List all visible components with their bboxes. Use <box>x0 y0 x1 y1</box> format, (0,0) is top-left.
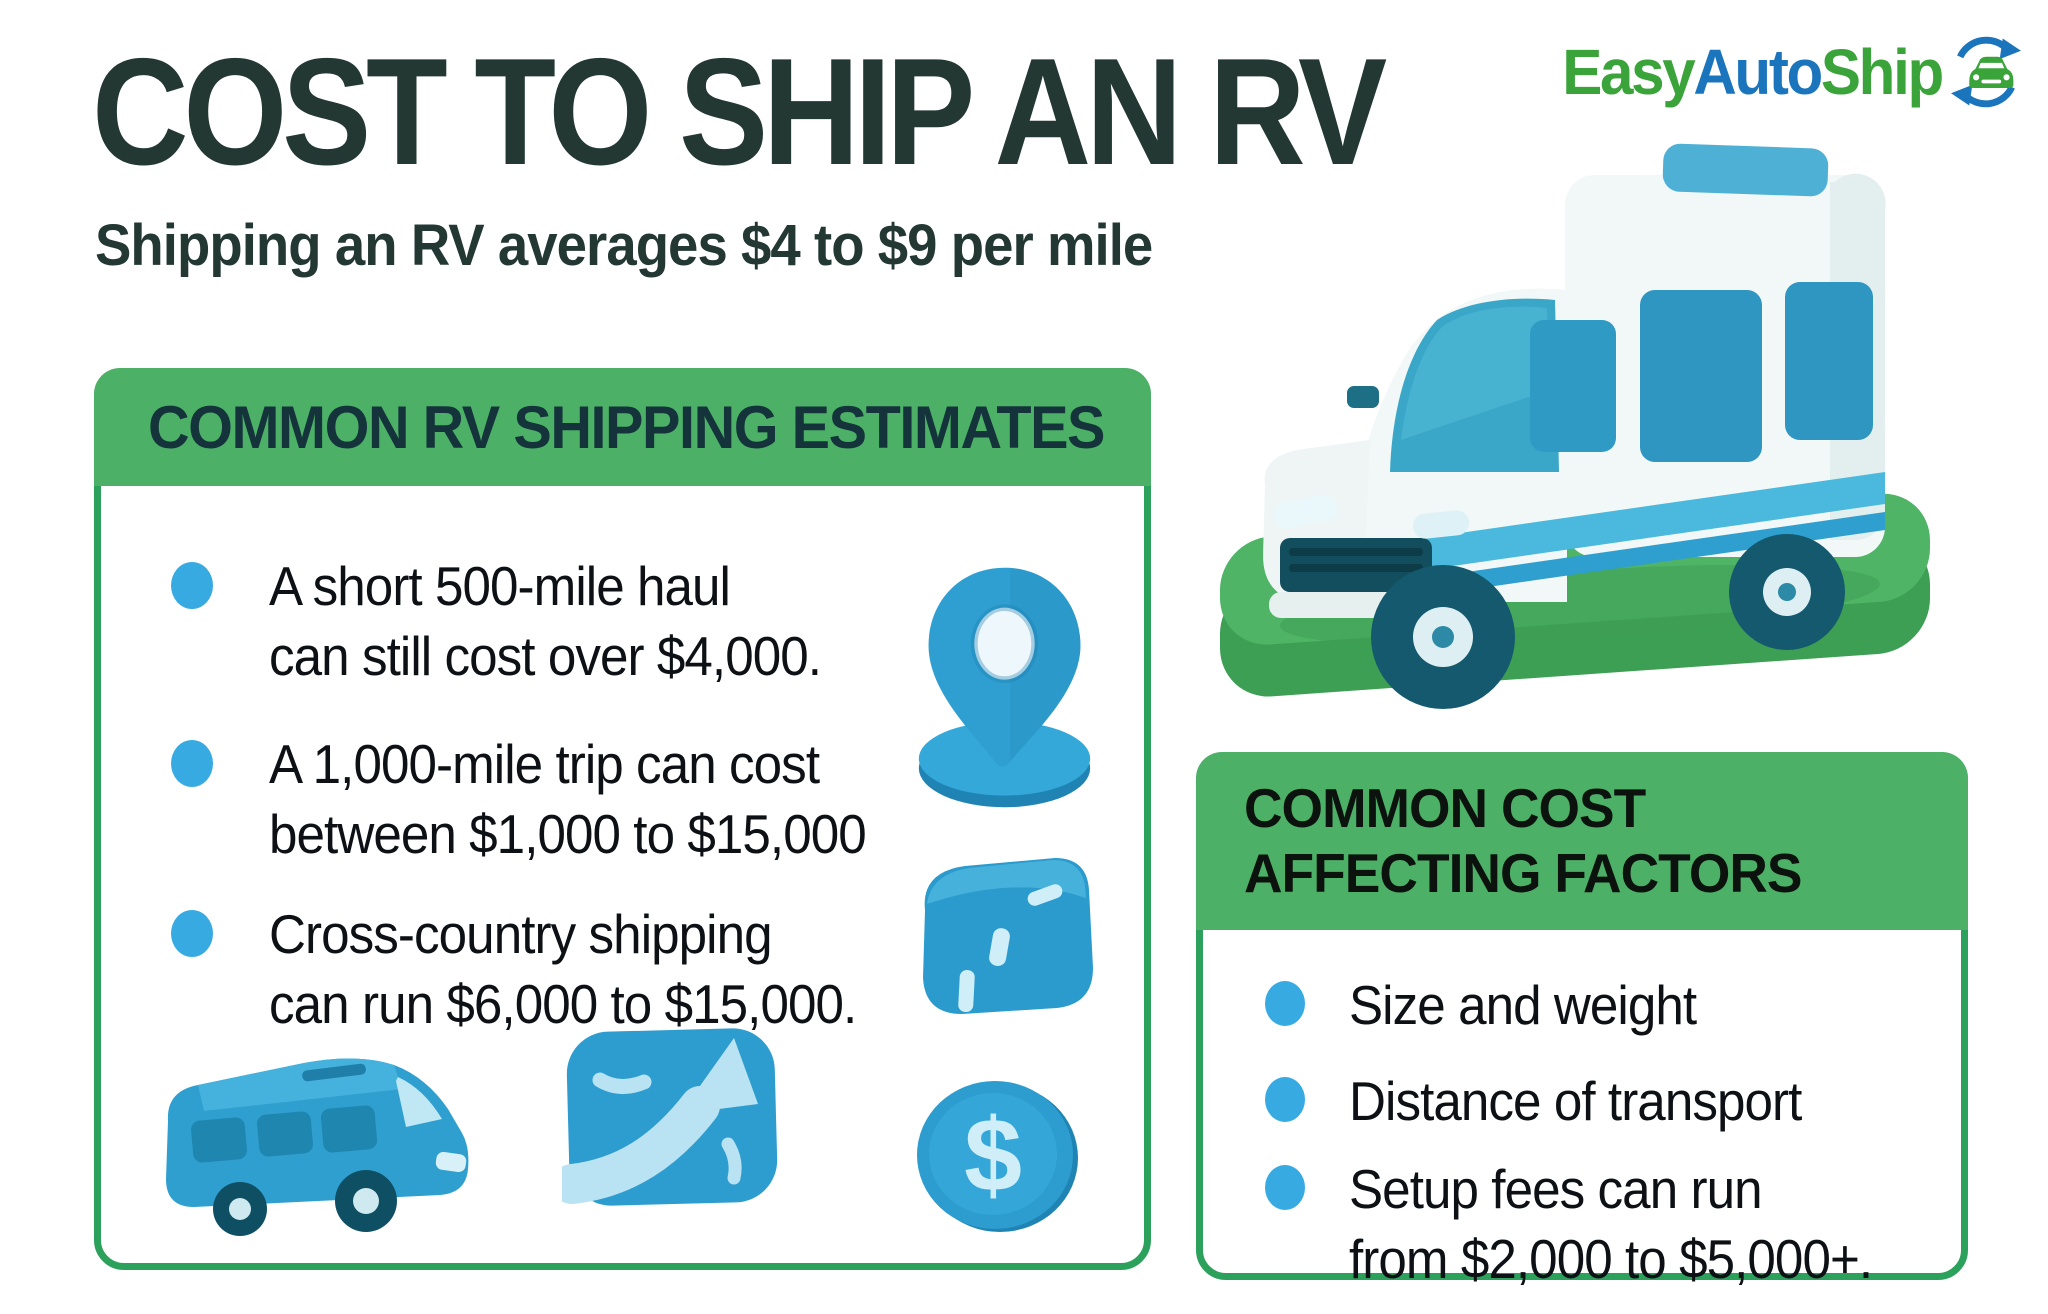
route-arrow-icon <box>562 1028 778 1206</box>
estimates-panel-header: COMMON RV SHIPPING ESTIMATES <box>94 368 1151 486</box>
factors-title-line: COMMON COST <box>1244 777 1646 840</box>
list-item: Distance of transport <box>1265 1067 1835 1137</box>
factors-panel-title: COMMON COST AFFECTING FACTORS <box>1244 776 1946 906</box>
logo-text-ship: Ship <box>1821 36 1944 108</box>
bullet-dot <box>1265 1165 1305 1210</box>
list-item: A short 500-mile haul can still cost ove… <box>171 552 863 692</box>
logo-cycle-car-icon <box>1951 36 2021 108</box>
bullet-dot <box>1265 1077 1305 1122</box>
estimate-line: can run $6,000 to $15,000. <box>269 972 857 1035</box>
factor-line: Distance of transport <box>1349 1070 1802 1132</box>
location-pin-icon <box>918 567 1091 808</box>
factor-line: Setup fees can run <box>1349 1158 1763 1220</box>
rv-camper-illustration <box>1220 143 1930 709</box>
bullet-dot <box>171 562 213 609</box>
factors-panel: COMMON COST AFFECTING FACTORS Size and w… <box>1196 752 1968 1290</box>
estimates-panel-title: COMMON RV SHIPPING ESTIMATES <box>148 393 1105 461</box>
factor-line: Size and weight <box>1349 974 1697 1036</box>
estimate-line: between $1,000 to $15,000 <box>269 802 867 865</box>
bullet-dot <box>1265 981 1305 1026</box>
estimate-text: A 1,000-mile trip can cost between $1,00… <box>269 730 867 870</box>
factors-title-line: AFFECTING FACTORS <box>1244 842 1802 904</box>
estimate-line: A 1,000-mile trip can cost <box>269 733 820 795</box>
dollar-coin-icon: $ <box>917 1081 1078 1232</box>
estimate-line: A short 500-mile haul <box>269 555 731 617</box>
factors-panel-header: COMMON COST AFFECTING FACTORS <box>1196 752 1968 930</box>
easyautoship-logo: EasyAutoShip <box>1538 34 2024 110</box>
logo-text-easy: Easy <box>1562 36 1695 108</box>
list-item: A 1,000-mile trip can cost between $1,00… <box>171 730 911 870</box>
logo-wordmark: EasyAutoShip <box>1562 35 1944 109</box>
bullet-dot <box>171 740 213 787</box>
road-icon <box>923 858 1093 1014</box>
van-icon <box>166 1058 469 1236</box>
list-item: Size and weight <box>1265 971 1722 1041</box>
list-item: Setup fees can run from $2,000 to $5,000… <box>1265 1155 1912 1295</box>
estimates-panel: COMMON RV SHIPPING ESTIMATES A short 500… <box>94 368 1151 1270</box>
factor-line: from $2,000 to $5,000+. <box>1349 1227 1873 1290</box>
estimate-text: A short 500-mile haul can still cost ove… <box>269 552 822 692</box>
factor-text: Setup fees can run from $2,000 to $5,000… <box>1349 1155 1873 1295</box>
logo-text-auto: Auto <box>1693 36 1823 108</box>
svg-text:$: $ <box>964 1098 1022 1214</box>
factor-text: Distance of transport <box>1349 1067 1802 1137</box>
factor-text: Size and weight <box>1349 971 1697 1041</box>
estimate-line: Cross-country shipping <box>269 903 773 965</box>
list-item: Cross-country shipping can run $6,000 to… <box>171 900 900 1040</box>
page-subtitle: Shipping an RV averages $4 to $9 per mil… <box>95 213 1153 278</box>
estimate-line: can still cost over $4,000. <box>269 624 822 687</box>
bullet-dot <box>171 910 213 957</box>
page-title: COST TO SHIP AN RV <box>92 27 1387 197</box>
estimate-text: Cross-country shipping can run $6,000 to… <box>269 900 857 1040</box>
